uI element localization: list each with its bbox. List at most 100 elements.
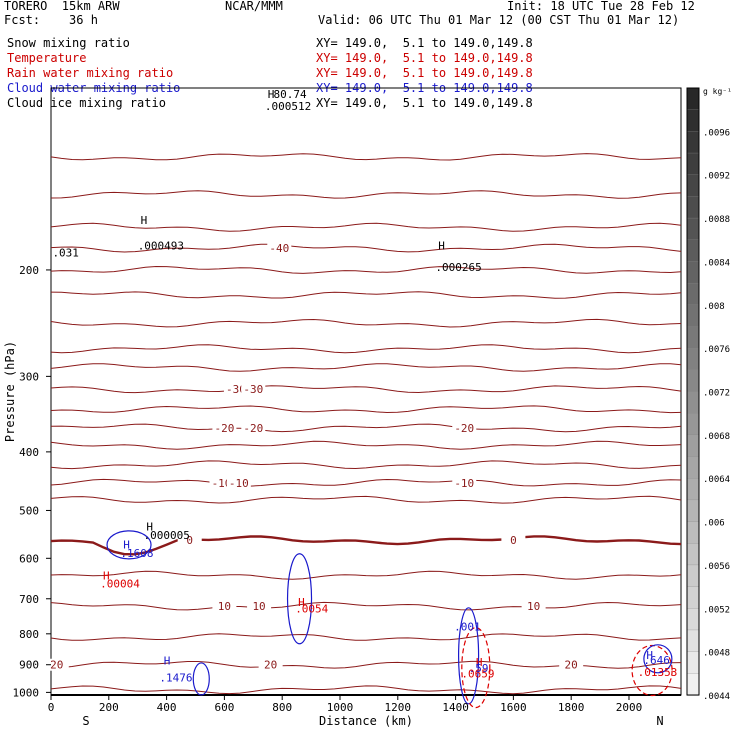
max-annotation: .1476: [159, 672, 192, 685]
top-overlay-label: H: [268, 88, 275, 101]
colorbar-tick-label: .0088: [703, 215, 730, 225]
temperature-isoline: [50, 291, 682, 299]
max-annotation: .000265: [435, 261, 481, 274]
contour-label-bg: [241, 421, 266, 434]
colorbar-swatch: [686, 543, 700, 566]
top-overlay-label: .000512: [265, 100, 311, 113]
field-name-2: Rain water mixing ratio: [7, 66, 174, 80]
colorbar-swatch: [686, 521, 700, 544]
colorbar-tick-label: .0084: [703, 258, 730, 268]
mixing-ratio-contour: [192, 662, 210, 696]
colorbar-swatch: [686, 391, 700, 414]
colorbar-tick-label: .006: [703, 519, 725, 529]
temperature-contour-label: -20: [454, 422, 474, 435]
colorbar-tick-label: .0076: [703, 345, 730, 355]
colorbar-swatch: [686, 586, 700, 609]
contour-label-bg: [226, 476, 251, 489]
max-annotation: .01353: [638, 666, 678, 679]
mixing-ratio-contour: [286, 553, 313, 645]
max-annotation: H: [438, 239, 445, 252]
field-xy-4: XY= 149.0, 5.1 to 149.0,149.8: [316, 96, 533, 110]
contour-label-bg: [212, 421, 237, 434]
temperature-isoline: [50, 153, 682, 161]
org-label: NCAR/MMM: [225, 0, 283, 13]
colorbar-tick-label: .0052: [703, 605, 730, 615]
contour-label-bg: [212, 600, 237, 613]
field-name-4: Cloud ice mixing ratio: [7, 96, 166, 110]
x-tick-label: 1000: [327, 701, 354, 714]
temperature-contour-label: -40: [269, 242, 289, 255]
max-annotation: .031: [52, 246, 79, 259]
temperature-isoline: [50, 190, 682, 199]
colorbar-swatch: [686, 564, 700, 588]
temperature-isoline: [50, 660, 682, 669]
colorbar-swatch: [686, 196, 700, 219]
max-annotation: H: [646, 649, 653, 662]
colorbar-tick-label: .0048: [703, 649, 730, 659]
max-annotation: .59: [469, 662, 489, 675]
temperature-contour-label: 0: [186, 534, 193, 547]
colorbar-tick-label: .008: [703, 302, 725, 312]
field-name-1: Temperature: [7, 51, 87, 65]
contour-label-bg: [247, 600, 272, 613]
max-annotation: .0659: [461, 668, 494, 681]
temperature-isoline: [50, 685, 682, 695]
y-tick-label: 800: [19, 628, 39, 641]
temperature-contour-label: 10: [252, 600, 265, 613]
y-tick-label: 500: [19, 504, 39, 517]
contour-label-bg: [177, 534, 202, 547]
x-tick-label: 1200: [385, 701, 412, 714]
y-tick-label: 600: [19, 552, 39, 565]
colorbar-swatch: [686, 434, 700, 458]
temperature-isoline: [50, 405, 682, 414]
colorbar-tick-label: .0068: [703, 432, 730, 442]
mixing-ratio-contour: [461, 627, 491, 709]
temperature-isoline: [50, 265, 682, 274]
max-annotation: .00004: [100, 577, 140, 590]
x-tick-label: 1400: [442, 701, 469, 714]
temperature-isoline: [50, 535, 682, 556]
max-annotation: .001: [454, 621, 481, 634]
x-tick-label: 1800: [558, 701, 585, 714]
colorbar-tick-label: .0056: [703, 562, 730, 572]
colorbar-swatch: [686, 174, 700, 198]
y-tick-label: 1000: [13, 686, 40, 699]
y-tick-label: 200: [19, 264, 39, 277]
temperature-contour-label: -10: [229, 477, 249, 490]
temperature-contour-label: -10: [454, 477, 474, 490]
y-tick-label: 300: [19, 370, 39, 383]
temperature-contour-label: -10: [212, 477, 232, 490]
temperature-contour-label: -20: [214, 422, 234, 435]
mixing-ratio-contour: [106, 530, 152, 560]
colorbar-swatch: [686, 326, 700, 349]
colorbar-tick-label: .0092: [703, 172, 730, 182]
colorbar-tick-label: .0072: [703, 389, 730, 399]
colorbar-swatch: [686, 131, 700, 154]
contour-label-bg: [44, 658, 69, 671]
init-time: Init: 18 UTC Tue 28 Feb 12: [507, 0, 695, 13]
colorbar-swatch: [686, 282, 700, 306]
max-annotation: .1608: [120, 547, 153, 560]
colorbar-swatch: [686, 369, 700, 393]
top-overlay-label: 80.74: [274, 88, 307, 101]
x-tick-label: 200: [99, 701, 119, 714]
max-annotation: H: [476, 656, 483, 669]
temperature-isoline: [50, 570, 682, 580]
contour-label-bg: [452, 421, 477, 434]
colorbar-swatch: [686, 347, 700, 371]
temperature-isoline: [50, 344, 682, 354]
temperature-isoline: [50, 423, 682, 433]
colorbar-tick-label: .0044: [703, 692, 730, 702]
x-tick-label: 800: [272, 701, 292, 714]
temperature-contour-label: 10: [218, 600, 231, 613]
y-tick-label: 700: [19, 593, 39, 606]
x-tick-label: 2000: [616, 701, 643, 714]
colorbar-swatch: [686, 261, 700, 284]
contour-label-bg: [501, 534, 526, 547]
temperature-isoline: [50, 633, 682, 641]
temperature-isoline: [50, 243, 682, 253]
valid-time: Valid: 06 UTC Thu 01 Mar 12 (00 CST Thu …: [318, 13, 680, 27]
temperature-contour-label: 10: [527, 600, 540, 613]
colorbar-frame: [686, 87, 700, 696]
